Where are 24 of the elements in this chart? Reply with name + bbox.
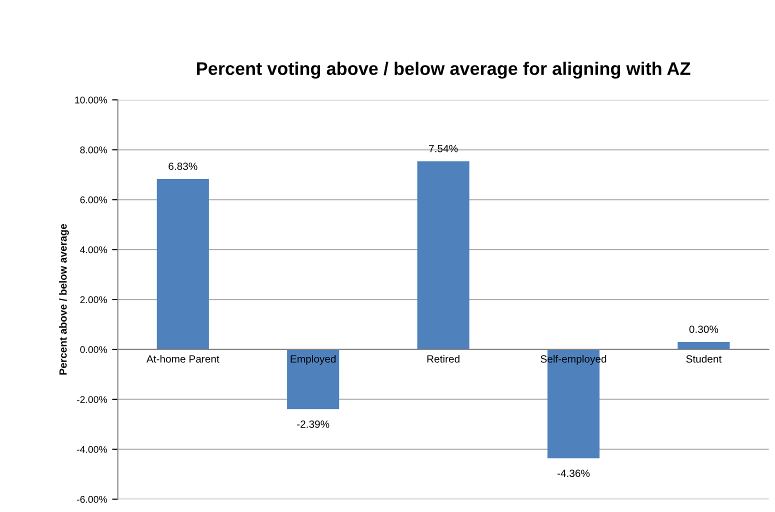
x-tick-label: Student (686, 354, 722, 363)
y-tick-label: -4.00% (77, 446, 108, 453)
bar (156, 178, 209, 350)
y-tick-label: -2.00% (77, 396, 108, 403)
data-label: -4.36% (557, 470, 590, 478)
x-tick-label: Retired (427, 354, 460, 363)
bar (678, 342, 730, 350)
y-tick-label: -6.00% (77, 496, 108, 503)
y-tick-label: 2.00% (80, 296, 108, 304)
data-label: 6.83% (168, 162, 198, 170)
y-tick-label: 6.00% (80, 196, 108, 204)
y-tick-label: 10.00% (75, 96, 108, 104)
x-tick-label: Employed (290, 354, 336, 365)
x-tick-label: At-home Parent (146, 354, 220, 363)
data-label: 0.30% (689, 326, 718, 333)
data-label: -2.39% (297, 420, 330, 428)
chart-title: Percent voting above / below average for aligning with AZ (197, 62, 690, 79)
bar (417, 161, 470, 350)
y-tick-label: 4.00% (80, 246, 108, 254)
data-label: 7.54% (429, 144, 458, 152)
y-tick-label: 0.00% (80, 346, 108, 354)
bar (287, 349, 340, 410)
y-tick-label: 8.00% (80, 146, 108, 154)
y-axis-title: Percent above / below average (59, 224, 69, 375)
